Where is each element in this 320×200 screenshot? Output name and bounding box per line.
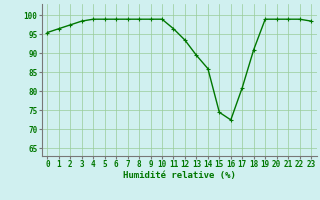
X-axis label: Humidité relative (%): Humidité relative (%): [123, 171, 236, 180]
